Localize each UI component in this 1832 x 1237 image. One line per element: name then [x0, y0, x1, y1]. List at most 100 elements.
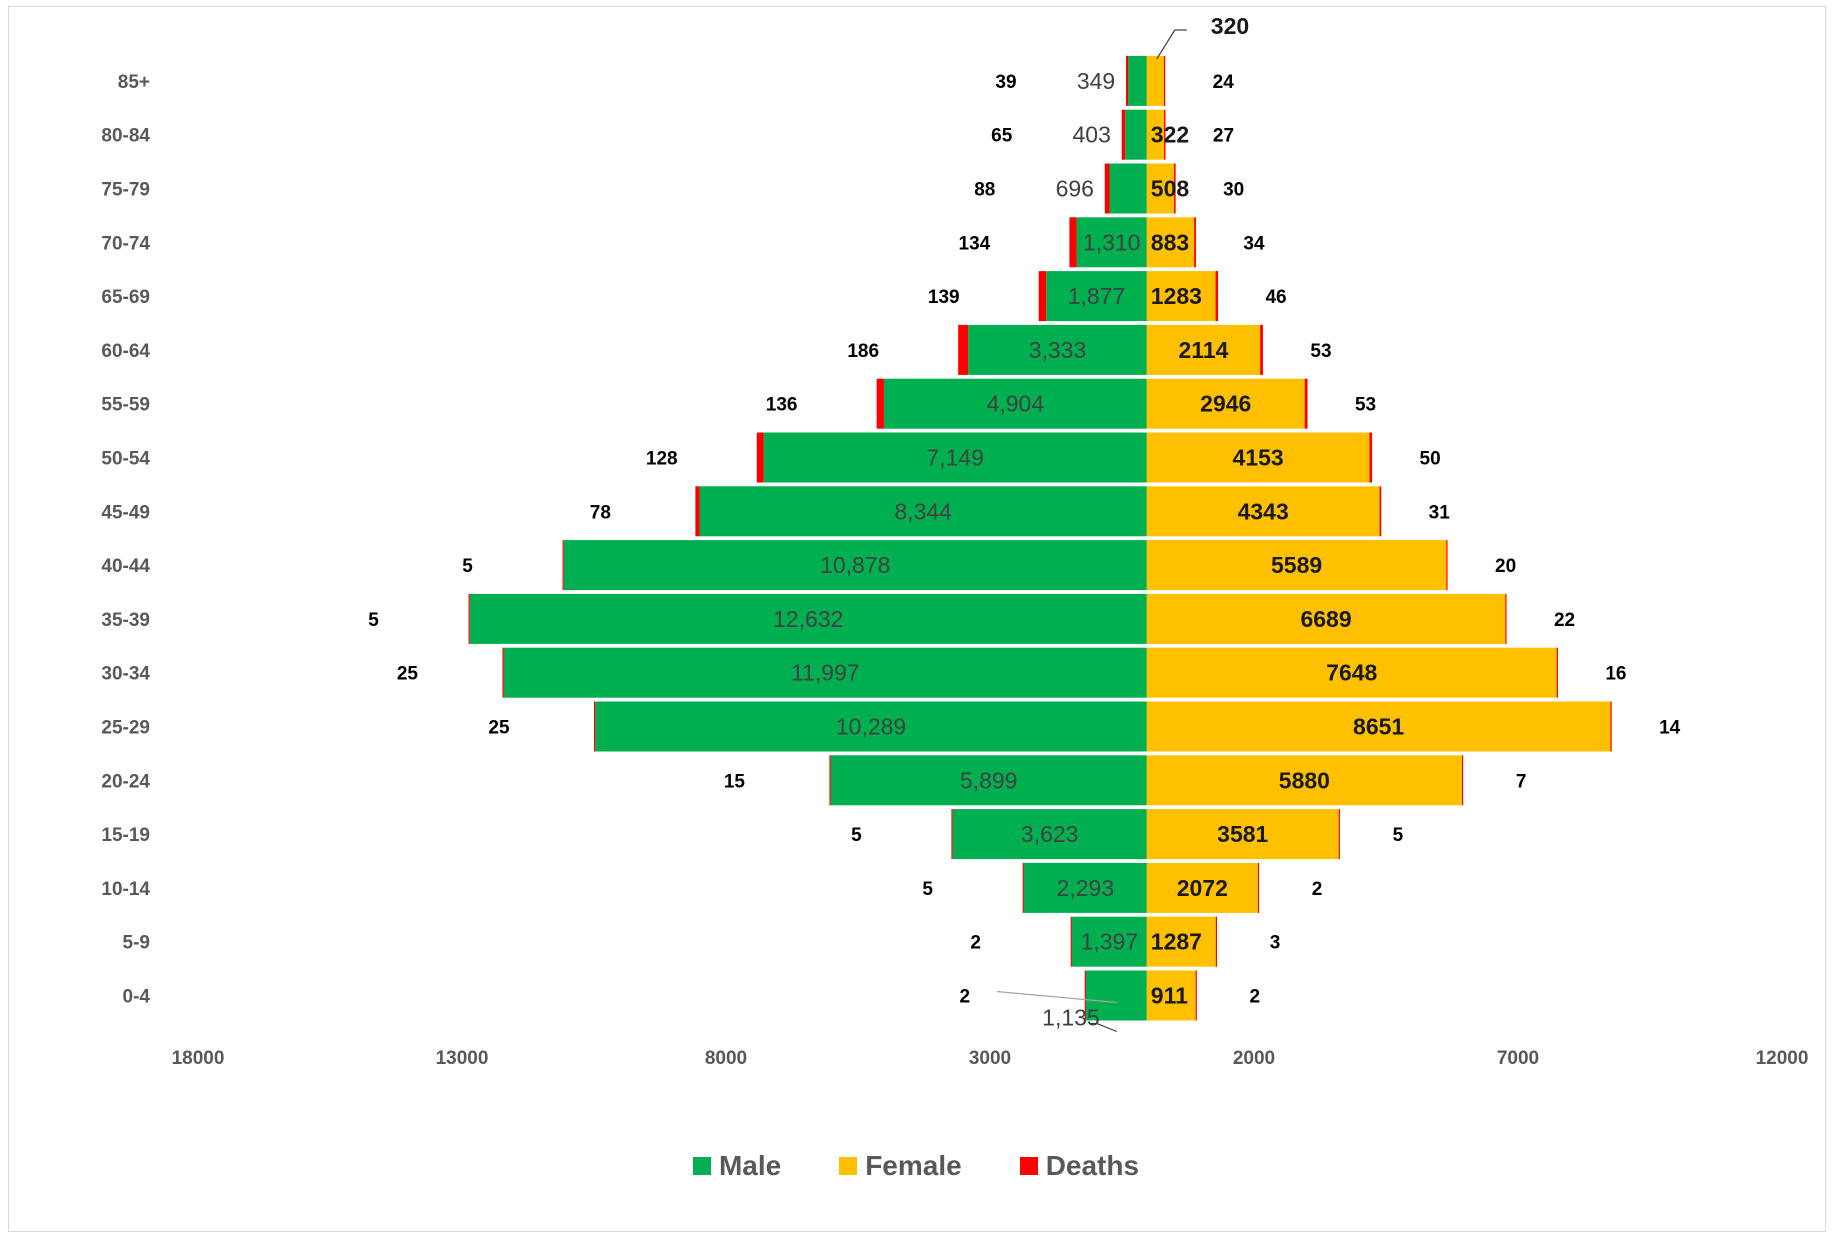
male-value-label-70-74: 1,310 — [1083, 229, 1141, 255]
male-deaths-bar-20-24 — [829, 755, 831, 806]
female-value-label-25-29: 8651 — [1353, 714, 1404, 740]
bars-layer — [468, 55, 1612, 1021]
male-bar-15-19 — [952, 809, 1147, 860]
category-label-75-79: 75-79 — [101, 180, 150, 201]
male-value-label-20-24: 5,899 — [960, 767, 1018, 793]
female-deaths-bar-70-74 — [1194, 217, 1196, 268]
male-deaths-label-75-79: 88 — [974, 180, 995, 201]
male-value-label-0-4: 1,135 — [1042, 1005, 1100, 1031]
male-bar-55-59 — [883, 378, 1147, 429]
female-deaths-bar-10-14 — [1257, 862, 1260, 913]
male-bar-30-34 — [503, 647, 1147, 698]
male-value-label-25-29: 10,289 — [836, 714, 906, 740]
female-value-label-5-9: 1287 — [1151, 929, 1202, 955]
male-bar-5-9 — [1071, 916, 1147, 967]
category-label-15-19: 15-19 — [101, 825, 150, 846]
female-deaths-bar-50-54 — [1369, 432, 1373, 483]
male-deaths-bar-65-69 — [1038, 271, 1047, 322]
female-value-label-50-54: 4153 — [1233, 445, 1284, 471]
category-label-60-64: 60-64 — [101, 341, 150, 362]
female-value-label-55-59: 2946 — [1200, 391, 1251, 417]
female-bar-75-79 — [1146, 163, 1175, 214]
female-deaths-label-65-69: 46 — [1265, 287, 1286, 308]
female-deaths-bar-65-69 — [1215, 271, 1219, 322]
male-deaths-label-80-84: 65 — [991, 126, 1013, 147]
x-tick-label: 13000 — [436, 1048, 489, 1069]
female-deaths-label-50-54: 50 — [1420, 449, 1441, 470]
female-deaths-label-30-34: 16 — [1605, 664, 1626, 685]
male-deaths-label-35-39: 5 — [368, 610, 379, 631]
female-bar-25-29 — [1146, 701, 1611, 752]
male-bar-45-49 — [699, 486, 1147, 537]
female-deaths-bar-20-24 — [1461, 755, 1464, 806]
category-label-35-39: 35-39 — [101, 610, 150, 631]
male-bar-20-24 — [830, 755, 1147, 806]
female-value-label-75-79: 508 — [1151, 176, 1190, 202]
male-bar-75-79 — [1109, 163, 1147, 214]
female-bar-50-54 — [1146, 432, 1370, 483]
legend-label-female: Female — [865, 1150, 962, 1181]
category-label-10-14: 10-14 — [101, 879, 150, 900]
female-deaths-label-20-24: 7 — [1516, 771, 1527, 792]
female-deaths-label-75-79: 30 — [1223, 180, 1244, 201]
male-bar-80-84 — [1125, 109, 1147, 160]
female-value-label-60-64: 2114 — [1179, 337, 1229, 363]
x-tick-label: 18000 — [172, 1048, 225, 1069]
x-tick-label: 2000 — [1233, 1048, 1275, 1069]
female-bar-85plus — [1146, 55, 1164, 106]
category-label-55-59: 55-59 — [101, 395, 150, 416]
male-deaths-label-50-54: 128 — [646, 449, 678, 470]
male-value-label-85plus: 349 — [1077, 68, 1115, 94]
female-bar-30-34 — [1146, 647, 1557, 698]
legend-swatch-female — [839, 1157, 858, 1175]
female-deaths-label-15-19: 5 — [1393, 825, 1404, 846]
female-bar-40-44 — [1146, 540, 1447, 591]
category-label-85plus: 85+ — [118, 72, 150, 93]
female-deaths-label-35-39: 22 — [1554, 610, 1575, 631]
male-value-label-40-44: 10,878 — [820, 552, 890, 578]
female-deaths-bar-35-39 — [1505, 593, 1507, 644]
female-deaths-bar-85plus — [1163, 55, 1166, 106]
axis-layer: 18000 13000 8000 3000 2000 7000 12000 — [172, 1048, 1809, 1069]
female-bar-0-4 — [1146, 970, 1196, 1021]
female-deaths-label-45-49: 31 — [1429, 502, 1451, 523]
female-deaths-bar-0-4 — [1195, 970, 1197, 1021]
male-bar-70-74 — [1076, 217, 1147, 268]
male-0-4-leader-line — [1089, 1022, 1118, 1033]
category-label-65-69: 65-69 — [101, 287, 150, 308]
male-deaths-label-45-49: 78 — [590, 502, 611, 523]
category-label-45-49: 45-49 — [101, 502, 150, 523]
female-bar-15-19 — [1146, 809, 1339, 860]
female-deaths-bar-80-84 — [1164, 109, 1166, 160]
male-value-label-35-39: 12,632 — [773, 606, 843, 632]
female-deaths-label-40-44: 20 — [1495, 556, 1516, 577]
category-label-70-74: 70-74 — [101, 233, 150, 254]
female-value-label-45-49: 4343 — [1238, 498, 1289, 524]
female-85plus-leader-line — [1156, 29, 1187, 60]
male-deaths-label-65-69: 139 — [928, 287, 960, 308]
legend-label-male: Male — [718, 1150, 782, 1181]
x-tick-label: 12000 — [1756, 1048, 1809, 1069]
female-bar-70-74 — [1146, 217, 1195, 268]
x-tick-label: 3000 — [969, 1048, 1011, 1069]
male-value-label-5-9: 1,397 — [1081, 929, 1139, 955]
male-deaths-bar-5-9 — [1070, 916, 1072, 967]
female-deaths-label-55-59: 53 — [1355, 395, 1376, 416]
male-bar-10-14 — [1023, 862, 1147, 913]
category-label-30-34: 30-34 — [101, 664, 150, 685]
category-label-50-54: 50-54 — [101, 449, 150, 470]
male-value-label-10-14: 2,293 — [1057, 875, 1115, 901]
male-deaths-bar-55-59 — [876, 378, 884, 429]
male-deaths-label-25-29: 25 — [488, 718, 510, 739]
male-deaths-label-15-19: 5 — [851, 825, 862, 846]
female-deaths-bar-5-9 — [1215, 916, 1217, 967]
male-deaths-bar-60-64 — [958, 324, 969, 375]
male-0-4-deaths-leader-line — [996, 990, 1117, 1004]
female-deaths-bar-15-19 — [1338, 809, 1340, 860]
male-deaths-bar-10-14 — [1022, 862, 1024, 913]
category-label-0-4: 0-4 — [123, 987, 151, 1008]
legend-label-deaths: Deaths — [1045, 1150, 1140, 1181]
male-bar-50-54 — [763, 432, 1147, 483]
